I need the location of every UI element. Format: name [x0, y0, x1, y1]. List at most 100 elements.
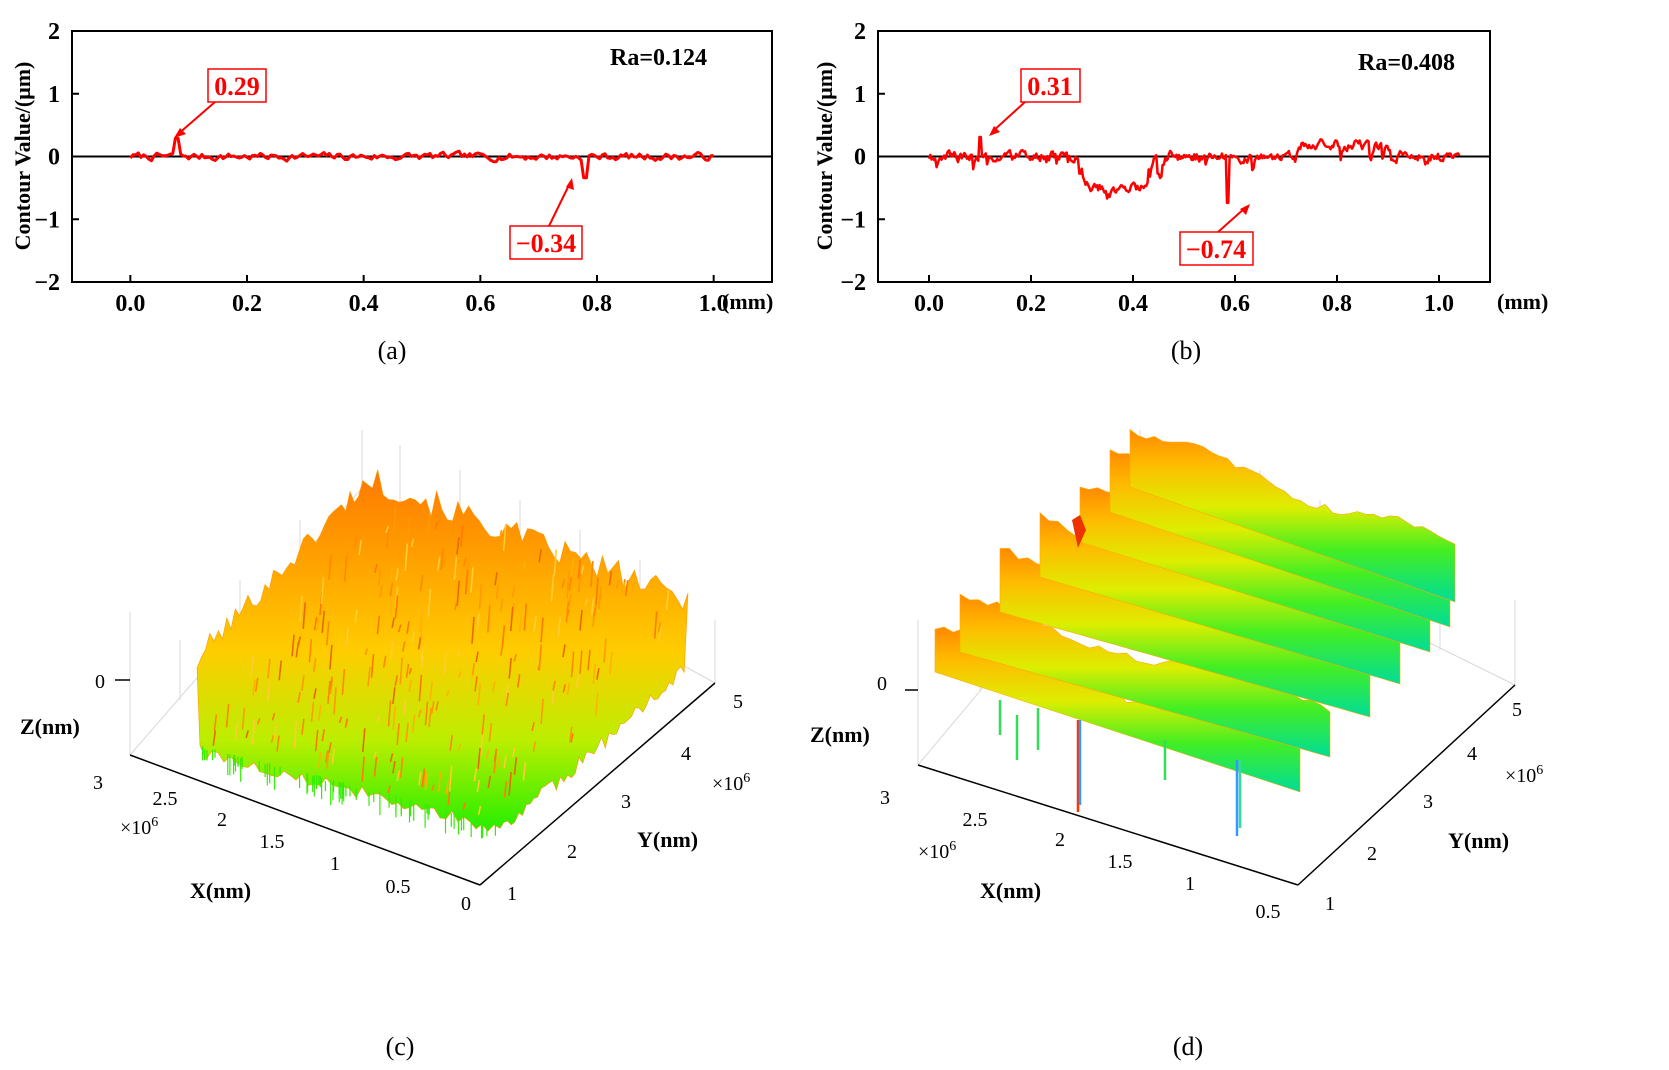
surface-peak [394, 586, 399, 609]
surface-peak [321, 729, 326, 742]
surface-peak [301, 718, 305, 735]
surface-peak [291, 634, 295, 657]
surface-peak [213, 714, 218, 732]
surface-peak [506, 531, 510, 550]
x-tick-label: 1.0 [1424, 291, 1454, 317]
peak-annotation-box [1020, 68, 1081, 103]
x-tick-label: 2.5 [153, 788, 178, 810]
y-tick-label: 5 [733, 691, 743, 713]
surface-peak [241, 708, 246, 730]
surface-peak [373, 750, 378, 759]
surface-peak [498, 529, 503, 543]
x-multiplier: ×106 [918, 839, 956, 863]
surface-peak [590, 597, 595, 615]
surface-peak [267, 658, 271, 679]
surface-peak [437, 556, 441, 571]
surface-peak [295, 642, 300, 658]
surface-peak [476, 779, 481, 793]
surface-peak [580, 565, 585, 575]
surface-peak [385, 525, 390, 533]
surface-peak [386, 524, 390, 548]
x-multiplier-exp: 6 [151, 815, 158, 830]
surface-peak [513, 757, 518, 775]
surface-peak [399, 757, 404, 778]
y-tick-label: 2 [48, 19, 60, 45]
surface-peak [321, 610, 325, 633]
surface-peak [392, 507, 397, 536]
surface-peak [212, 730, 217, 746]
panel-d: 0.5 1 1.5 2 2.5 3 1 2 3 4 5 0 Z(nm) X(nm) Y(nm) ×… [810, 428, 1543, 1061]
y-multiplier: ×106 [712, 771, 750, 795]
surface-peak [575, 675, 580, 688]
y-tick-label: 4 [1467, 743, 1477, 765]
x-tick-label: 2 [1055, 829, 1065, 851]
surface-peak [657, 621, 662, 633]
surface-peak [395, 568, 399, 581]
surface-peak [570, 733, 574, 743]
surface-peak [317, 752, 322, 768]
surface-peak [457, 743, 462, 751]
x-multiplier-base: ×10 [120, 817, 151, 839]
surface-peak [473, 767, 478, 782]
panel-b: −2 −1 0 1 2 0.0 0.2 0.4 0.6 0.8 1.0 (mm) Contour … [812, 19, 1548, 365]
surface-peak [593, 606, 597, 617]
y-tick-label: 4 [681, 743, 691, 765]
surface-peak [397, 548, 402, 562]
z-tick-0: 0 [877, 673, 887, 695]
surface-peak [313, 617, 318, 631]
surface-peak [276, 735, 280, 752]
surface-peak [508, 658, 512, 679]
surface-peak [476, 613, 480, 632]
surface-peak [429, 681, 433, 700]
surface-peak [494, 572, 498, 586]
x-tick-label: 3 [880, 787, 890, 809]
surface-peak [477, 683, 481, 706]
surface-peak [512, 747, 516, 757]
surface-peak [299, 595, 303, 623]
surface-peak [474, 676, 478, 692]
y-axis-label: Y(nm) [637, 827, 698, 852]
y-multiplier: ×106 [1505, 763, 1543, 787]
surface-peak [479, 730, 484, 757]
surface-peak [538, 644, 542, 671]
surface-peak [487, 775, 492, 789]
surface-peak [598, 586, 602, 609]
surface-peak [266, 681, 271, 702]
x-tick-label: 1 [1185, 873, 1195, 895]
surface-peak [458, 671, 462, 678]
surface-peak [621, 582, 626, 601]
surface-peak [665, 589, 670, 610]
surface-peak [565, 601, 570, 623]
surface-peak [318, 704, 322, 721]
surface-peak [406, 621, 410, 634]
surface-peak [387, 700, 392, 727]
surface-peak [411, 714, 416, 733]
axis-lines [905, 684, 1516, 886]
peak-arrow [176, 101, 216, 136]
surface-peak [333, 687, 337, 715]
surface-peak [502, 525, 507, 551]
x-tick-label: 0.8 [582, 291, 612, 317]
x-tick-label: 1.5 [260, 831, 285, 853]
surface-peak [424, 701, 429, 726]
surface-peak [377, 568, 382, 586]
surface-peak [301, 675, 305, 692]
x-tick-label: 0.4 [349, 291, 379, 317]
surface-peak [404, 543, 409, 572]
surface-ridge [1129, 428, 1456, 603]
surface-peak [508, 771, 512, 796]
surface-peak [493, 748, 498, 762]
surface-peak [515, 594, 519, 613]
surface-peak [293, 721, 298, 748]
x-tick-label: 0 [461, 893, 471, 915]
surface-peak [566, 570, 570, 599]
surface-peak [328, 554, 332, 580]
peak-annotation-box [207, 68, 267, 103]
valley-annotation-box [1179, 231, 1254, 266]
surface-peak [522, 761, 527, 781]
surface-peak [418, 674, 423, 702]
y-tick-label: 3 [1423, 791, 1433, 813]
surface-peak [426, 512, 431, 534]
valley-annotation-box [509, 225, 583, 260]
surface-peak [463, 557, 467, 567]
